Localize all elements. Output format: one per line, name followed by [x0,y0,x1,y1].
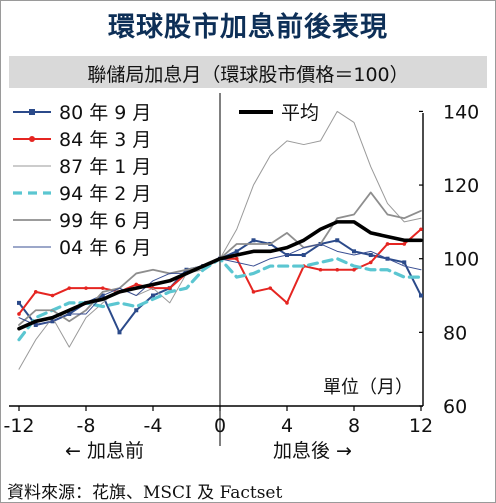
series-80年9月-point [251,238,256,243]
series-84年3月-point [100,286,105,290]
x-tick-label: -4 [144,415,163,437]
legend-entry: 80 年 9 月 [59,102,151,124]
series-84年3月-point [385,242,390,246]
series-84年3月-point [167,286,172,290]
x-tick-label: 8 [348,415,360,437]
chart-title: 環球股市加息前後表現 [108,12,388,43]
y-tick-label: 140 [443,101,479,123]
series-80年9月-point [402,260,407,265]
y-tick-label: 100 [443,249,479,271]
x-tick-label: 12 [409,415,433,437]
series-84年3月-point [368,260,373,265]
x-tick-label: -8 [77,415,96,437]
line-chart: 60 80 100 120 140 -12 -8 -4 0 4 8 12 80 年 9 月 84 年 3… [3,93,479,462]
legend-entry: 84 年 3 月 [59,129,151,151]
series-84年3月-point [67,286,72,290]
series-84年3月-point [251,290,256,294]
after-hike-label: 加息後 → [273,440,352,462]
source-note: 資料來源：花旗、MSCI 及 Factset [7,483,283,503]
y-tick-label: 60 [443,396,467,418]
series-84年3月-point [84,286,88,290]
series-80年9月-point [17,300,21,305]
legend-entry: 94 年 2 月 [59,183,151,205]
legend-entry: 87 年 1 月 [59,156,151,178]
series-84年3月-point [268,286,273,290]
legend-marker [29,136,35,142]
series-84年3月-point [335,267,340,272]
series-80年9月-point [335,238,340,243]
series-84年3月-point [234,256,239,261]
subtitle-bar: 聯儲局加息月（環球股市價格＝100） [9,56,487,88]
before-hike-label: ← 加息前 [65,440,144,462]
series-平均-line [17,220,423,331]
series-84年3月-point [33,290,38,294]
series-80年9月-point [301,253,306,258]
x-tick-label: 4 [281,415,293,437]
unit-label: 單位（月） [323,377,413,398]
series-84年3月-point [318,267,323,272]
series-84年3月-point [419,227,423,232]
y-tick-label: 120 [443,175,479,197]
legend-entry-average: 平均 [281,102,319,124]
legend-entry: 99 年 6 月 [59,210,151,232]
x-tick-label: -12 [3,415,34,437]
series-80年9月-point [134,308,139,313]
series-group [17,110,423,370]
legend-entry: 04 年 6 月 [59,237,151,259]
series-84年3月-point [50,293,55,298]
series-84年3月-point [17,312,21,316]
series-80年9月-point [117,330,122,335]
x-tick-label: 0 [214,415,226,437]
axes-group: 60 80 100 120 140 -12 -8 -4 0 4 8 12 [3,93,479,446]
chart-subtitle: 聯儲局加息月（環球股市價格＝100） [87,64,409,86]
legend-marker [29,109,35,115]
series-80年9月-point [368,253,373,258]
series-80年9月-point [419,293,423,298]
series-80年9月-point [352,249,356,254]
series-84年3月-point [352,267,356,272]
annotation-group: 單位（月） ← 加息前 加息後 → [65,377,413,462]
series-84年3月-point [402,242,407,246]
y-tick-label: 80 [443,322,467,344]
series-80年9月-point [234,249,239,254]
series-80年9月-point [151,293,155,298]
series-84年3月-point [134,282,139,287]
legend-group: 80 年 9 月 84 年 3 月 87 年 1 月 94 年 2 月 99 年 6 月… [13,102,319,259]
series-84年3月-point [285,301,289,305]
